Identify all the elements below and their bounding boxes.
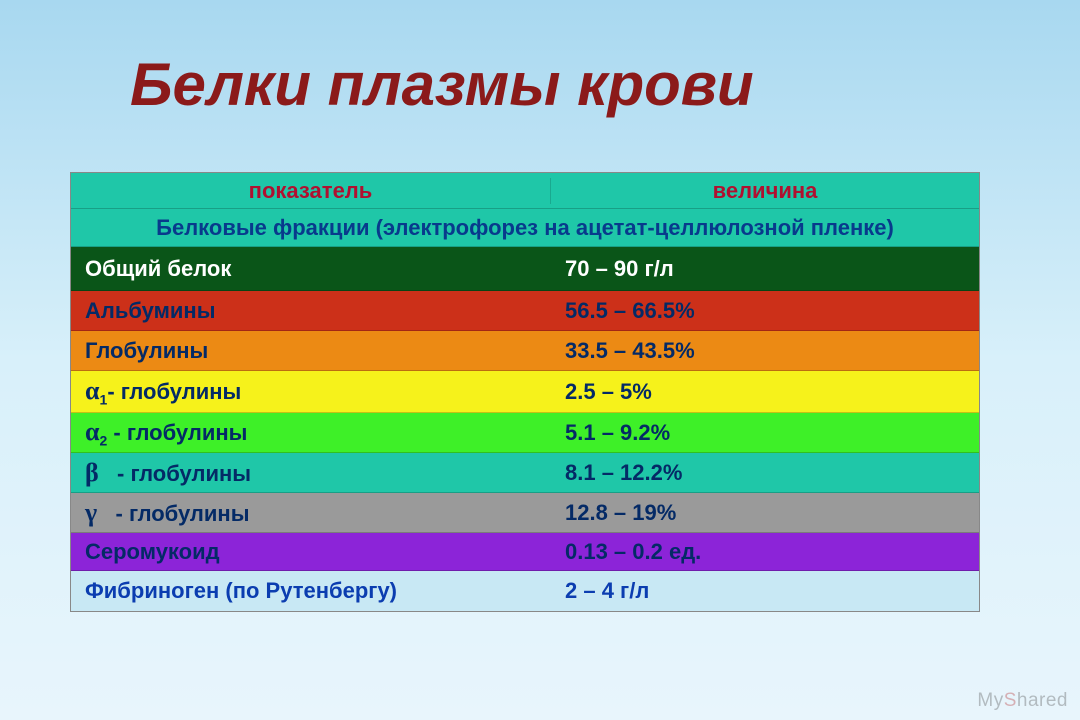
watermark: MyShared <box>977 690 1068 712</box>
row-value: 33.5 – 43.5% <box>551 338 979 364</box>
row-value: 5.1 – 9.2% <box>551 420 979 446</box>
table-row: Глобулины 33.5 – 43.5% <box>71 331 979 371</box>
row-value: 70 – 90 г/л <box>551 256 979 282</box>
table-row: Общий белок 70 – 90 г/л <box>71 247 979 291</box>
table-header-row: показатель величина <box>71 173 979 209</box>
table-row: α2 - глобулины 5.1 – 9.2% <box>71 413 979 453</box>
table-row: α1- глобулины 2.5 – 5% <box>71 371 979 413</box>
header-indicator: показатель <box>71 178 551 204</box>
table-row: γ - глобулины 12.8 – 19% <box>71 493 979 533</box>
row-label: Фибриноген (по Рутенбергу) <box>71 578 551 604</box>
table-row: Альбумины 56.5 – 66.5% <box>71 291 979 331</box>
row-label: Глобулины <box>71 338 551 364</box>
row-value: 2.5 – 5% <box>551 379 979 405</box>
row-label: β - глобулины <box>71 458 551 488</box>
row-value: 2 – 4 г/л <box>551 578 979 604</box>
row-value: 56.5 – 66.5% <box>551 298 979 324</box>
row-label: α1- глобулины <box>71 376 551 407</box>
table-row: β - глобулины 8.1 – 12.2% <box>71 453 979 493</box>
row-label: α2 - глобулины <box>71 417 551 448</box>
table-row: Фибриноген (по Рутенбергу) 2 – 4 г/л <box>71 571 979 611</box>
row-value: 8.1 – 12.2% <box>551 460 979 486</box>
row-label: Общий белок <box>71 256 551 282</box>
header-value: величина <box>551 178 979 204</box>
row-label: Серомукоид <box>71 539 551 565</box>
row-value: 12.8 – 19% <box>551 500 979 526</box>
page-title: Белки плазмы крови <box>130 50 754 119</box>
table-row: Серомукоид 0.13 – 0.2 ед. <box>71 533 979 571</box>
row-label: γ - глобулины <box>71 498 551 528</box>
subheader-text: Белковые фракции (электрофорез на ацетат… <box>71 215 979 241</box>
protein-table: показатель величина Белковые фракции (эл… <box>70 172 980 612</box>
row-value: 0.13 – 0.2 ед. <box>551 539 979 565</box>
row-label: Альбумины <box>71 298 551 324</box>
table-subheader-row: Белковые фракции (электрофорез на ацетат… <box>71 209 979 247</box>
